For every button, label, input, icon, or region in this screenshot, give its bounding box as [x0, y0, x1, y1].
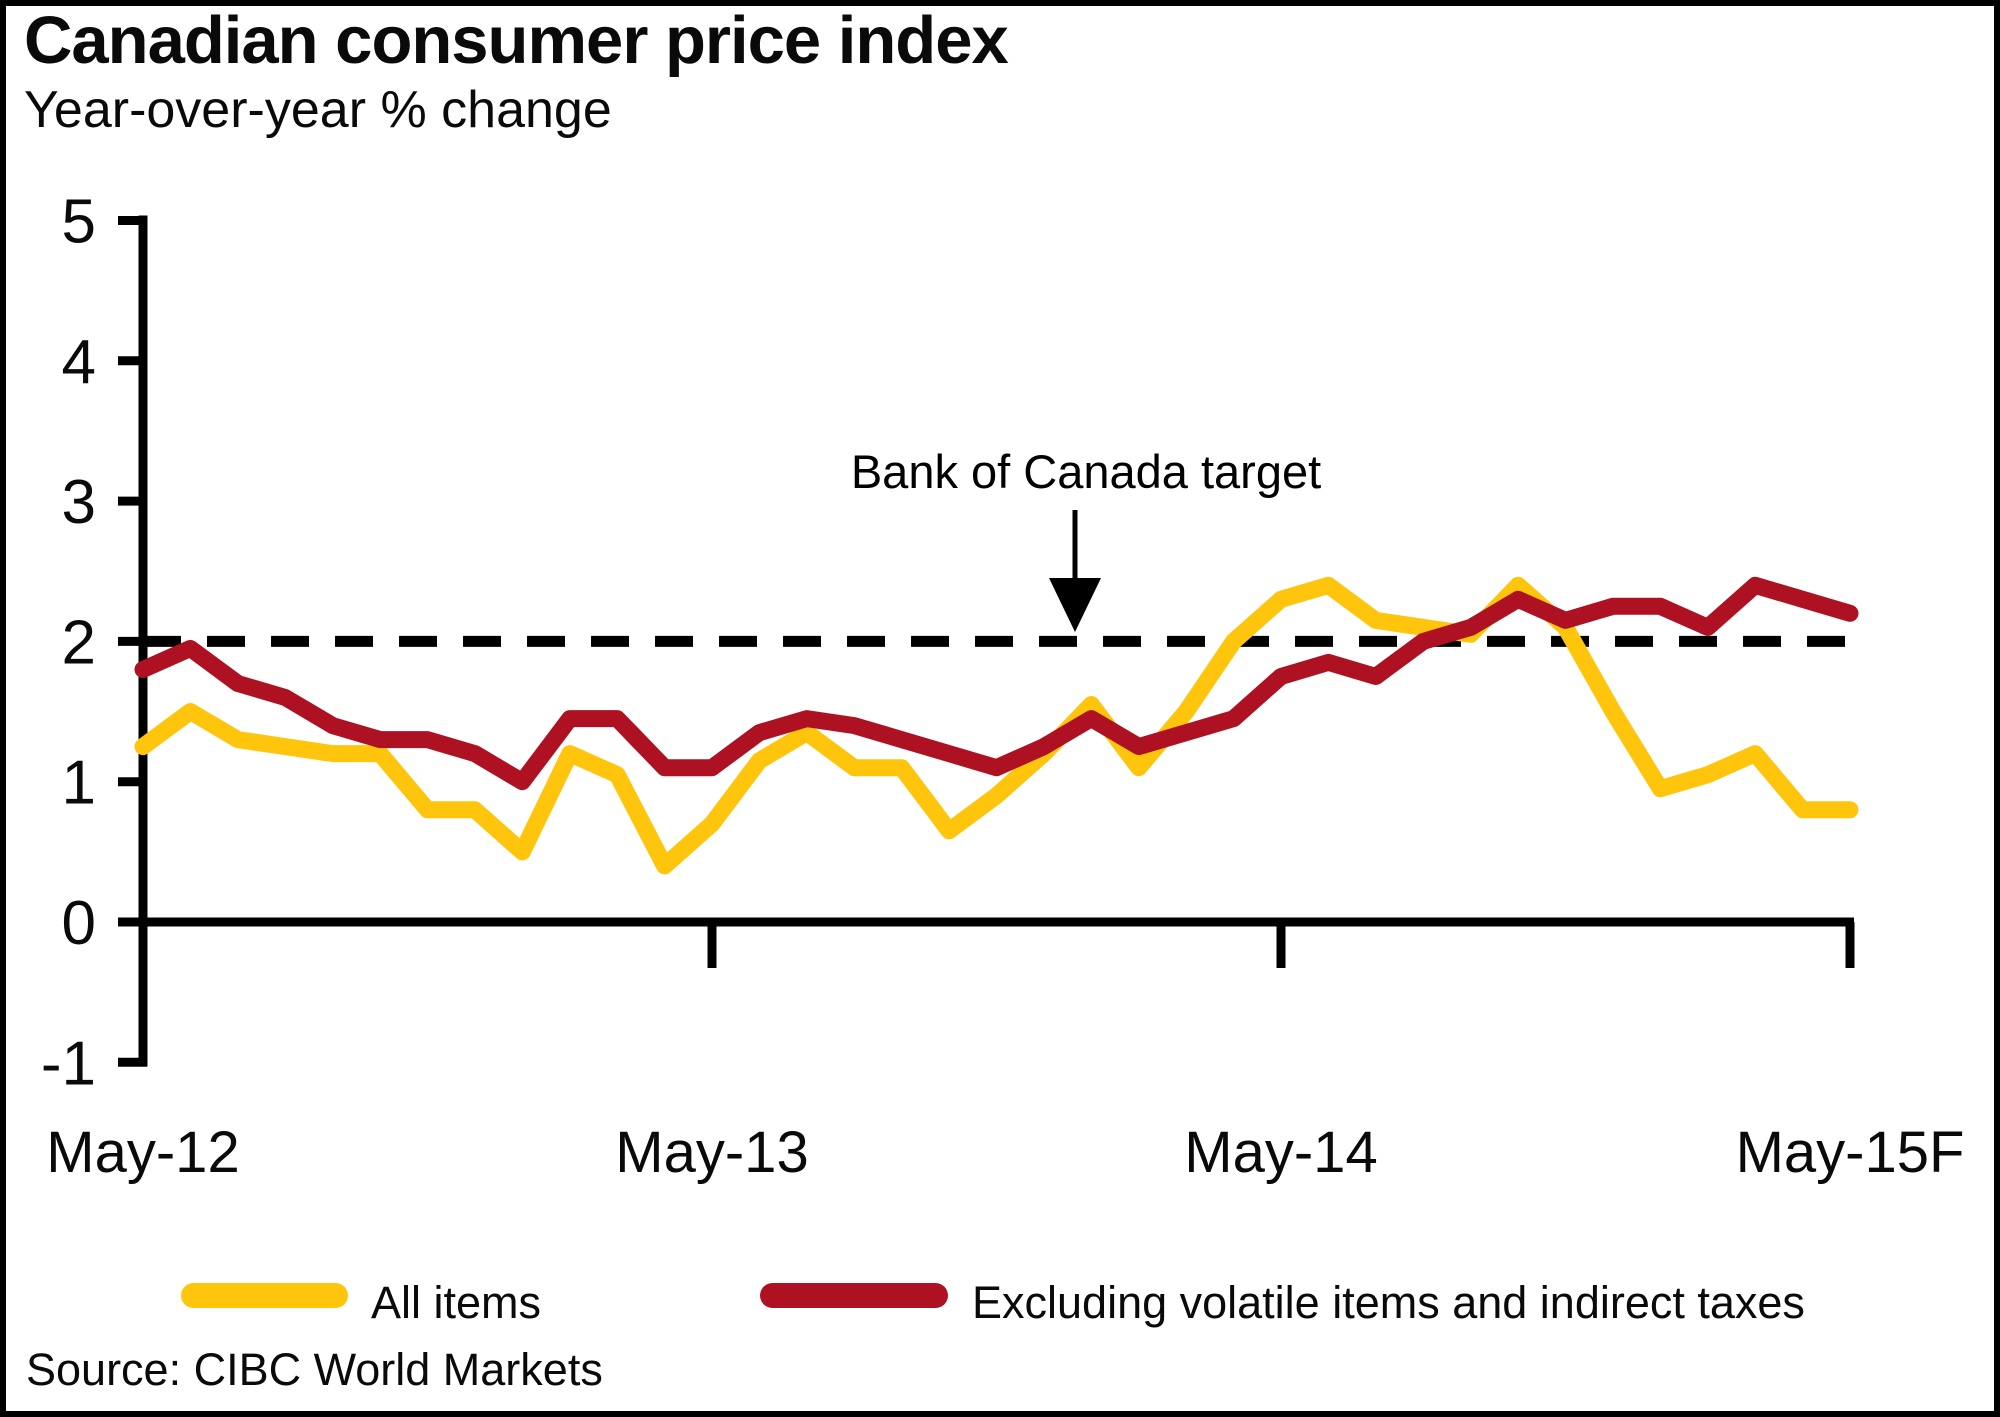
series-lines: [134, 576, 1859, 875]
target-annotation: Bank of Canada target: [851, 445, 1321, 632]
y-tick-label: -1: [41, 1029, 96, 1098]
x-tick-label: May-14: [1184, 1120, 1377, 1185]
chart-title: Canadian consumer price index: [24, 3, 1009, 78]
legend-label-all-items: All items: [371, 1277, 542, 1328]
x-tick-label: May-15F: [1736, 1120, 1965, 1185]
chart-subtitle: Year-over-year % change: [24, 81, 612, 139]
x-tick-label: May-12: [46, 1120, 239, 1185]
legend-swatch-all-items: [181, 1283, 348, 1308]
legend-swatch-ex-volatile: [760, 1283, 948, 1308]
x-tick-label: May-13: [615, 1120, 808, 1185]
axes: 5 4 3 2 1 0 -1 May-12 May-13 May-14 May-15F: [41, 188, 1965, 1186]
y-tick-label: 0: [62, 889, 96, 958]
y-tick-label: 1: [62, 749, 96, 818]
legend-label-ex-volatile: Excluding volatile items and indirect ta…: [972, 1277, 1805, 1328]
y-tick-label: 3: [62, 468, 96, 537]
target-annotation-label: Bank of Canada target: [851, 445, 1321, 498]
y-tick-label: 4: [62, 328, 96, 397]
y-tick-label: 5: [62, 188, 96, 257]
series-line-ex-volatile: [134, 576, 1859, 791]
series-line-all-items: [134, 576, 1859, 875]
source-note: Source: CIBC World Markets: [26, 1344, 603, 1395]
y-tick-label: 2: [62, 608, 96, 677]
annotation-arrow-head-icon: [1049, 578, 1101, 632]
